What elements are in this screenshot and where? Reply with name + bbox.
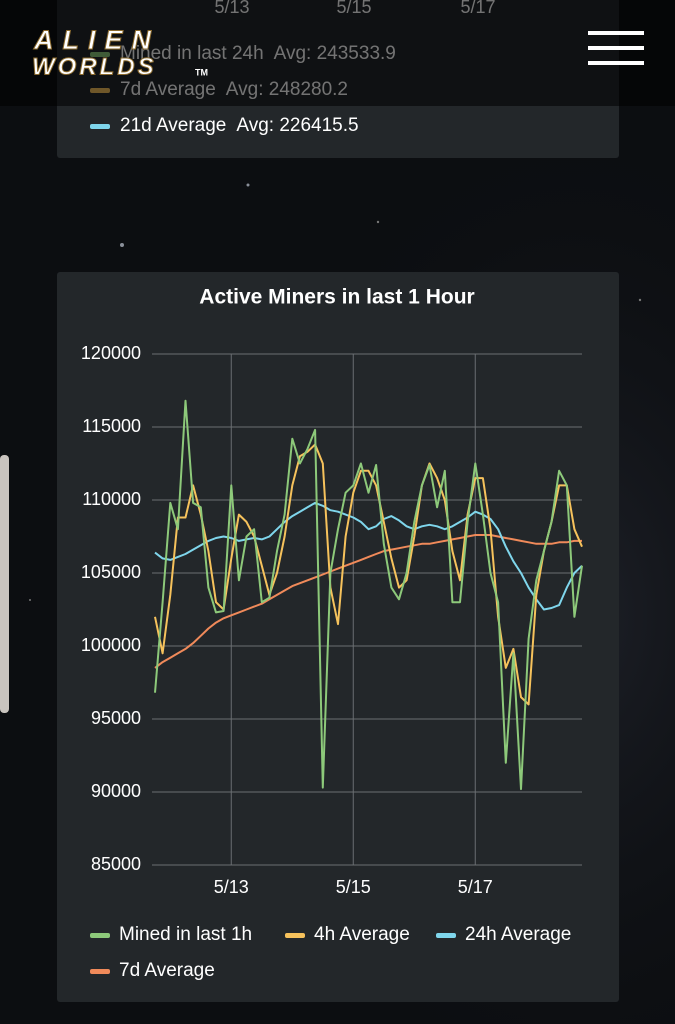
legend-label: 4h Average [314, 924, 410, 945]
y-tick-label: 100000 [81, 635, 141, 655]
star [29, 599, 31, 601]
y-tick-label: 105000 [81, 562, 141, 582]
legend-swatch [90, 124, 110, 129]
menu-button[interactable] [588, 31, 644, 65]
line-series [154, 534, 582, 669]
legend-label: 7d Average [119, 960, 215, 981]
chart-title: Active Miners in last 1 Hour [199, 286, 474, 309]
legend-label: 24h Average [465, 924, 571, 945]
menu-line [588, 46, 644, 50]
legend-swatch [285, 933, 305, 938]
header-bar [0, 0, 675, 106]
legend-swatch [90, 933, 110, 938]
star [638, 298, 642, 302]
line-series [154, 443, 583, 706]
menu-line [588, 61, 644, 65]
x-tick-label: 5/13 [214, 877, 249, 897]
legend-swatch [436, 933, 456, 938]
chart-card: Active Miners in last 1 Hour 85000 90000 9… [57, 272, 619, 1002]
star [246, 183, 250, 187]
line-series [154, 399, 583, 791]
menu-line [588, 31, 644, 35]
y-tick-label: 115000 [82, 416, 141, 436]
logo-top: ALIEN [33, 25, 160, 55]
card [57, 272, 619, 1002]
star [376, 220, 380, 224]
y-tick-label: 95000 [91, 708, 141, 728]
logo-mark: TM [195, 67, 208, 77]
logo: ALIEN WORLDS TM [32, 25, 209, 81]
y-tick-label: 120000 [81, 343, 141, 363]
y-tick-label: 90000 [91, 781, 141, 801]
legend-label: Mined in last 1h [119, 924, 252, 945]
side-tab[interactable] [0, 455, 9, 713]
line-series [154, 501, 583, 611]
x-tick-label: 5/15 [336, 877, 371, 897]
logo-bottom: WORLDS [32, 53, 157, 80]
legend-swatch [90, 969, 110, 974]
legend-avg: Avg: 226415.5 [236, 115, 358, 136]
star [120, 243, 124, 247]
legend-label: 21d Average [120, 115, 226, 136]
y-tick-label: 85000 [91, 854, 141, 874]
y-tick-label: 110000 [82, 489, 141, 509]
x-tick-label: 5/17 [458, 877, 493, 897]
